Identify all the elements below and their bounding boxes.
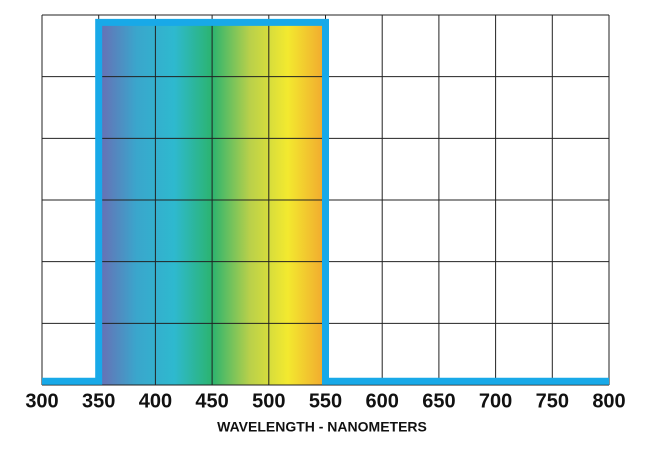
x-tick-label: 500	[252, 390, 285, 412]
x-tick-label: 300	[25, 390, 58, 412]
x-tick-label: 450	[195, 390, 228, 412]
transmission-line	[42, 18, 609, 385]
x-tick-label: 550	[309, 390, 342, 412]
x-tick-label: 700	[479, 390, 512, 412]
x-tick-label: 350	[82, 390, 115, 412]
x-tick-label: 600	[366, 390, 399, 412]
x-axis-label: WAVELENGTH - NANOMETERS	[217, 419, 427, 435]
x-tick-label: 650	[422, 390, 455, 412]
x-tick-label: 750	[536, 390, 569, 412]
x-tick-label: 800	[592, 390, 625, 412]
x-tick-label: 400	[139, 390, 172, 412]
